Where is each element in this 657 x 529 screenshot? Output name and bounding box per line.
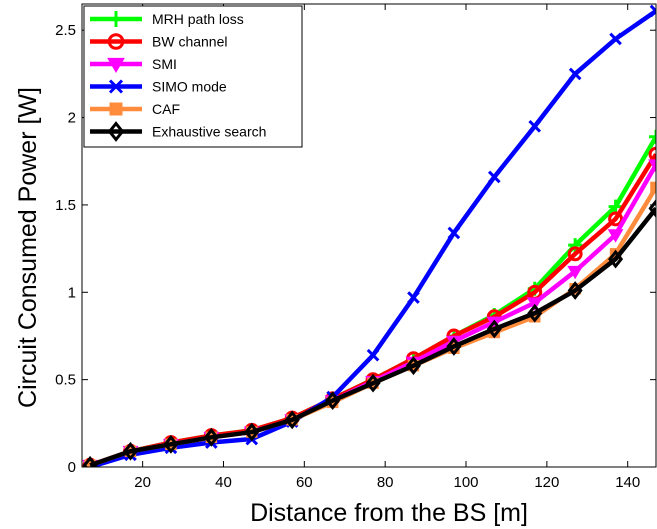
y-tick-label: 2.5: [55, 22, 76, 39]
legend-item: SIMO mode: [90, 79, 227, 95]
legend-label: Exhaustive search: [152, 124, 266, 140]
data-point: [163, 434, 179, 454]
legend-marker: [107, 121, 125, 142]
legend: MRH path loss BW channel SMI SIMO mode CAF Ex…: [83, 5, 303, 148]
data-point: [526, 297, 543, 311]
data-point: [365, 373, 381, 393]
data-point: [486, 319, 502, 339]
data-point: [567, 281, 583, 300]
data-point: [607, 229, 624, 243]
legend-marker: [108, 79, 124, 94]
x-tick-label: 40: [215, 474, 232, 491]
data-point: [650, 181, 656, 194]
series-layer: [82, 4, 656, 467]
y-tick-label: 0: [68, 459, 76, 476]
series-mrh-path-loss: [83, 129, 656, 467]
x-tick-label: 60: [296, 474, 313, 491]
series-line: [89, 207, 656, 467]
legend-box: [83, 5, 303, 148]
legend-item: MRH path loss: [90, 11, 244, 27]
series-line: [89, 163, 656, 467]
x-tick-label: 80: [377, 474, 394, 491]
data-point: [446, 337, 462, 356]
data-point: [244, 422, 260, 442]
legend-marker: [107, 57, 125, 73]
series-exhaustive-search: [82, 199, 656, 467]
legend-marker: [108, 11, 124, 27]
data-point: [568, 67, 582, 81]
data-point: [568, 238, 583, 253]
data-point: [648, 159, 656, 173]
data-point: [648, 199, 656, 218]
series-caf: [84, 181, 656, 467]
series-bw-channel: [82, 146, 656, 467]
data-point: [487, 170, 501, 184]
data-point: [608, 199, 623, 214]
series-smi: [82, 159, 656, 467]
legend-marker: [109, 102, 123, 116]
legend-label: CAF: [152, 101, 180, 117]
data-point: [567, 246, 583, 262]
y-tick-label: 0.5: [55, 372, 76, 389]
legend-item: Exhaustive search: [90, 121, 266, 142]
data-point: [405, 356, 421, 376]
plot-frame: [81, 3, 657, 468]
legend-item: BW channel: [90, 33, 227, 50]
data-point: [325, 391, 341, 411]
data-point: [366, 348, 380, 362]
x-axis-label: Distance from the BS [m]: [250, 499, 528, 527]
data-point: [284, 410, 300, 430]
data-point: [649, 129, 656, 144]
data-point: [447, 226, 461, 240]
ticks-layer: 20 40 60 80 100 120 140 0 0.5 1 1.5 2 2.5: [55, 4, 656, 491]
legend-label: BW channel: [152, 34, 227, 50]
data-point: [407, 291, 420, 304]
y-axis-label: Circuit Consumed Power [W]: [14, 87, 42, 408]
data-point: [567, 265, 584, 280]
data-point: [608, 211, 624, 227]
x-tick-label: 100: [453, 474, 478, 491]
y-tick-label: 1: [68, 284, 76, 301]
data-point: [122, 441, 139, 461]
legend-item: SMI: [90, 56, 177, 73]
x-tick-label: 20: [134, 474, 151, 491]
data-point: [649, 4, 656, 18]
legend-item: CAF: [90, 101, 180, 117]
data-point: [609, 32, 622, 46]
data-point: [203, 427, 219, 447]
series-line: [89, 186, 656, 467]
legend-label: MRH path loss: [152, 11, 244, 27]
data-point: [608, 249, 624, 269]
legend-label: SIMO mode: [152, 79, 227, 95]
legend-marker: [107, 33, 125, 50]
legend-label: SMI: [152, 56, 177, 72]
x-tick-label: 140: [615, 474, 640, 491]
x-tick-label: 120: [534, 474, 559, 491]
series-line: [89, 135, 656, 467]
y-tick-label: 1.5: [55, 197, 76, 214]
series-line: [89, 153, 656, 467]
data-point: [527, 303, 543, 323]
data-point: [528, 119, 542, 133]
data-point: [82, 455, 98, 467]
y-tick-label: 2: [68, 110, 76, 127]
